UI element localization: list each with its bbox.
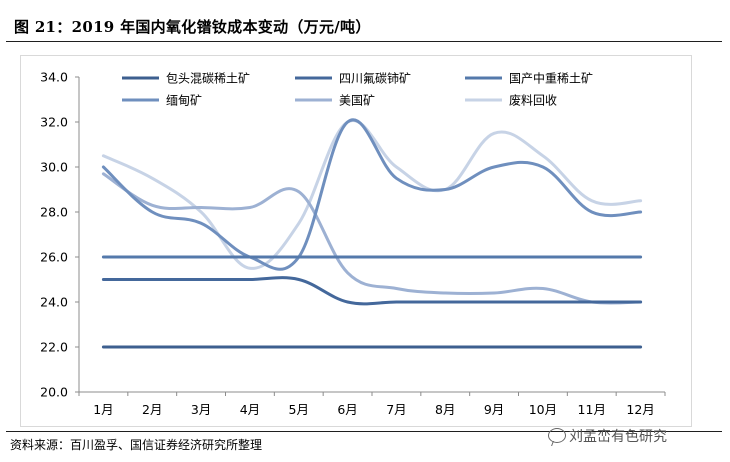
legend-label: 包头混碳稀土矿	[166, 72, 250, 86]
chart-axes: 20.0 22.0 24.0 26.0 28.0 30.0 32.0 34.0 1月 2月 3月 4月…	[40, 70, 666, 417]
legend-label: 美国矿	[339, 94, 375, 108]
x-tick-label: 7月	[386, 402, 406, 417]
watermark-text: 刘孟峦有色研究	[569, 429, 667, 445]
x-tick-label: 11月	[578, 402, 606, 417]
x-tick-label: 9月	[484, 402, 504, 417]
y-tick-label: 26.0	[40, 250, 68, 265]
wechat-icon	[548, 428, 566, 443]
source-divider	[6, 431, 722, 432]
x-tick-label: 1月	[93, 402, 113, 417]
y-tick-label: 30.0	[40, 160, 68, 175]
x-tick-label: 4月	[240, 402, 260, 417]
legend-label: 缅甸矿	[166, 94, 202, 108]
series-line-5	[101, 172, 643, 305]
x-tick-label: 5月	[289, 402, 309, 417]
legend-label: 四川氟碳铈矿	[339, 71, 411, 86]
series-layer	[101, 118, 643, 349]
y-tick-label: 28.0	[40, 205, 68, 220]
source-note: 资料来源：百川盈孚、国信证券经济研究所整理	[10, 438, 263, 452]
figure-title: 图 21：2019 年国内氧化镨钕成本变动（万元/吨）	[14, 18, 371, 36]
y-tick-label: 20.0	[40, 385, 68, 400]
x-tick-label: 10月	[529, 402, 557, 417]
figure-header: 图 21：2019 年国内氧化镨钕成本变动（万元/吨）	[6, 13, 722, 42]
x-tick-label: 8月	[435, 402, 455, 417]
y-tick-label: 32.0	[40, 115, 68, 130]
watermark: 刘孟峦有色研究	[548, 426, 667, 446]
x-tick-label: 12月	[626, 402, 654, 417]
x-tick-label: 6月	[337, 402, 357, 417]
series-line-2	[101, 276, 643, 306]
y-tick-label: 22.0	[40, 340, 68, 355]
series-line-4	[101, 118, 643, 271]
y-tick-label: 24.0	[40, 295, 68, 310]
y-tick-label: 34.0	[40, 70, 68, 85]
x-tick-label: 2月	[142, 402, 162, 417]
chart-area	[20, 55, 692, 427]
legend-label: 国产中重稀土矿	[509, 71, 593, 86]
legend-label: 废料回收	[509, 93, 557, 108]
x-tick-label: 3月	[191, 402, 211, 417]
